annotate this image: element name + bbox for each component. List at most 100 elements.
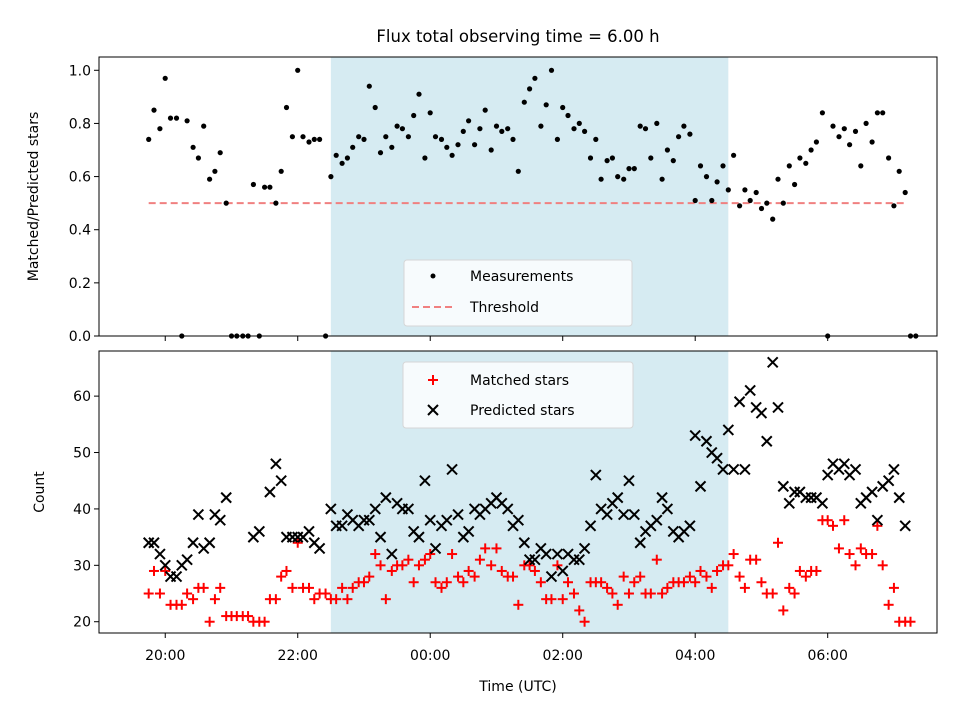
- bottom-panel: 20 30 40 50 60 20:00 22:00 00:00 02:00 04:00 06:0…: [32, 350, 938, 695]
- measurement-point: [499, 128, 505, 134]
- measurement-point: [306, 139, 312, 145]
- measurement-point: [670, 158, 676, 164]
- measurement-point: [394, 123, 400, 129]
- matched-star-point: [784, 582, 795, 593]
- matched-star-point: [474, 554, 485, 565]
- matched-star-point: [678, 577, 689, 588]
- matched-star-point: [496, 565, 507, 576]
- measurement-point: [642, 126, 649, 132]
- matched-star-point: [850, 560, 861, 571]
- measurement-point: [648, 155, 654, 161]
- measurement-point: [389, 144, 395, 150]
- matched-star-point: [767, 588, 778, 599]
- chart-title: Flux total observing time = 6.00 h: [376, 27, 659, 46]
- matched-star-point: [662, 582, 673, 593]
- measurement-point: [902, 189, 908, 196]
- predicted-star-point: [578, 542, 591, 555]
- x-tick-label: 06:00: [808, 648, 848, 664]
- matched-star-point: [529, 565, 540, 576]
- matched-star-point: [331, 594, 342, 605]
- y-tick-label: 0.2: [69, 276, 91, 292]
- predicted-star-point: [374, 531, 387, 543]
- bottom-y-ticks: 20 30 40 50 60: [73, 389, 99, 631]
- y-tick-label: 0.0: [69, 329, 91, 345]
- matched-star-point: [463, 565, 474, 576]
- predicted-star-point: [816, 497, 829, 509]
- matched-star-point: [215, 582, 226, 593]
- matched-star-point: [734, 571, 745, 582]
- matched-star-point: [513, 599, 524, 610]
- matched-star-point: [706, 582, 717, 593]
- measurement-point: [411, 112, 417, 119]
- predicted-star-point: [441, 514, 453, 526]
- matched-star-point: [618, 571, 629, 582]
- y-tick-label: 40: [73, 502, 91, 518]
- predicted-star-point: [800, 491, 812, 504]
- measurement-point: [184, 118, 190, 124]
- x-axis-label: Time (UTC): [478, 679, 556, 695]
- y-tick-label: 50: [73, 446, 91, 462]
- matched-star-point: [651, 554, 662, 565]
- predicted-star-point: [661, 503, 674, 515]
- measurement-point: [157, 126, 163, 132]
- measurement-point: [654, 120, 660, 126]
- legend-cross: [427, 404, 439, 416]
- measurement-point: [449, 152, 455, 158]
- predicted-star-point: [651, 514, 663, 526]
- matched-star-point: [188, 594, 199, 605]
- measurement-point: [852, 128, 859, 134]
- matched-star-point: [447, 549, 458, 560]
- measurement-point: [880, 110, 886, 116]
- predicted-star-point: [286, 531, 299, 543]
- matched-star-point: [154, 588, 165, 599]
- measurement-point: [195, 155, 201, 161]
- measurement-point: [532, 75, 538, 81]
- predicted-stars-series: [142, 356, 911, 583]
- measurement-point: [262, 184, 268, 190]
- top-panel-frame: [98, 56, 938, 337]
- predicted-star-point: [871, 514, 884, 526]
- measurement-point: [217, 150, 223, 156]
- predicted-star-point: [656, 491, 668, 504]
- measurement-point: [438, 136, 445, 142]
- predicted-star-point: [744, 384, 756, 397]
- measurement-point: [681, 123, 687, 129]
- matched-star-point: [320, 588, 331, 599]
- measurement-point: [432, 134, 439, 140]
- measurement-point: [482, 107, 488, 113]
- legend-measurements-marker: [430, 273, 436, 279]
- matched-star-point: [695, 565, 706, 576]
- measurement-point: [162, 75, 168, 81]
- matched-star-point: [469, 571, 480, 582]
- matched-star-point: [778, 605, 789, 616]
- matched-star-point: [419, 554, 430, 565]
- matched-star-point: [568, 588, 579, 599]
- measurement-point: [621, 176, 627, 182]
- matched-star-point: [480, 543, 491, 554]
- measurement-point: [775, 176, 781, 182]
- predicted-star-point: [148, 537, 160, 549]
- measurement-point: [725, 187, 731, 193]
- measurement-point: [201, 123, 207, 129]
- matched-star-point: [397, 560, 408, 571]
- predicted-star-point: [203, 537, 216, 549]
- predicted-star-point: [739, 463, 751, 476]
- matched-star-point: [458, 577, 469, 588]
- measurement-point: [565, 112, 571, 119]
- matched-star-point: [607, 588, 618, 599]
- predicted-star-point: [611, 491, 624, 504]
- predicted-star-point: [805, 491, 817, 504]
- matched-star-point: [794, 565, 805, 576]
- measurement-point: [366, 83, 372, 89]
- measurement-point: [764, 200, 770, 206]
- predicted-star-point: [866, 486, 878, 498]
- measurement-point: [493, 123, 500, 129]
- measurement-point: [891, 203, 897, 209]
- predicted-star-point: [882, 475, 895, 487]
- matched-star-point: [546, 594, 557, 605]
- measurement-point: [631, 166, 637, 172]
- measurement-point: [587, 155, 594, 161]
- matched-star-point: [712, 565, 723, 576]
- predicted-star-point: [821, 469, 834, 481]
